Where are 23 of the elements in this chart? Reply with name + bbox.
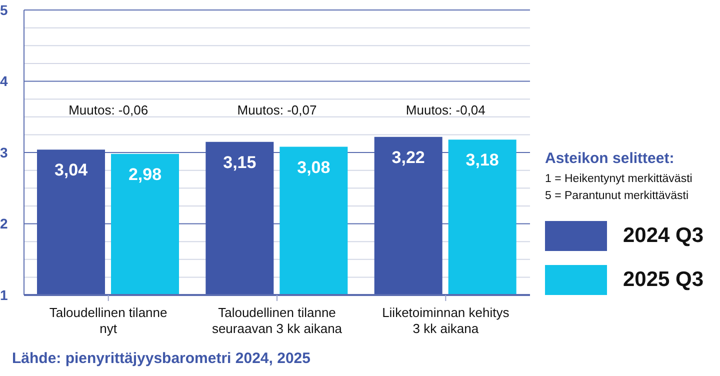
legend-title: Asteikon selitteet:: [545, 150, 676, 167]
y-tick-label: 5: [0, 2, 8, 18]
x-tick-label: Taloudellinen tilanne seuraavan 3 kk aikana: [212, 305, 343, 336]
data-label: 3,04: [54, 160, 88, 180]
text: 5 = Parantunut merkittävästi: [545, 189, 690, 204]
annotation: Muutos: -0,06: [68, 102, 148, 118]
data-label: 3,22: [392, 148, 425, 167]
x-tick-label: Taloudellinen tilanne nyt: [49, 305, 168, 336]
data-label: 2,98: [128, 164, 162, 184]
y-tick-label: 2: [0, 216, 8, 232]
data-label: 3,08: [297, 158, 330, 177]
x-tick-label: Liiketoiminnan kehitys 3 kk aikana: [382, 305, 510, 336]
y-tick-label: 4: [0, 73, 8, 90]
annotation: Muutos: -0,07: [237, 102, 317, 118]
text: 1 = Heikentynyt merkittävästi: [545, 172, 694, 187]
data-label: 3,15: [223, 152, 256, 172]
y-tick-label: 1: [0, 286, 8, 303]
text: Lähde: pienyrittäjyysbarometri 2024, 2025: [12, 350, 310, 367]
legend-label: 2025 Q3: [623, 268, 704, 292]
annotation: Muutos: -0,04: [406, 102, 486, 118]
data-label: 3,18: [466, 150, 499, 170]
legend-label: 2024 Q3: [623, 224, 704, 248]
y-tick-label: 3: [0, 144, 8, 160]
